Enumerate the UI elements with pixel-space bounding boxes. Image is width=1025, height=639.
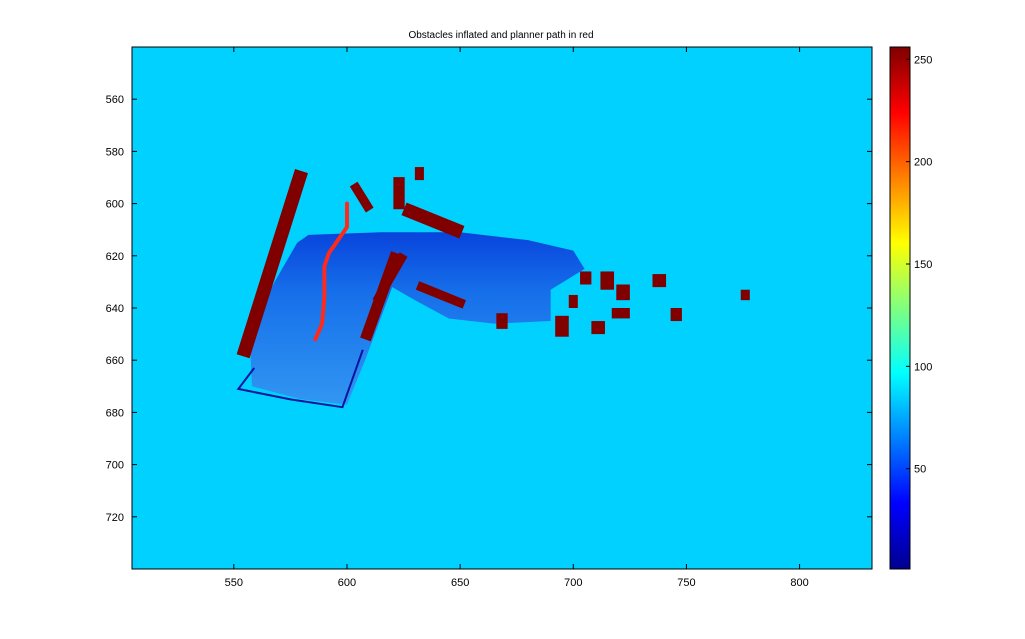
y-tick-label: 660 bbox=[106, 355, 124, 367]
obstacle-block-17 bbox=[670, 308, 682, 322]
obstacle-strip-3 bbox=[415, 281, 467, 309]
y-axis: 560 580 600 620 640 660 680 700 720 bbox=[106, 94, 872, 524]
obstacle-block-18 bbox=[740, 289, 750, 301]
colorbar-tick-label: 250 bbox=[914, 54, 932, 66]
obstacle-block-13 bbox=[616, 284, 630, 301]
colorbar-tick-label: 100 bbox=[914, 361, 932, 373]
planner-path bbox=[313, 201, 349, 342]
colorbar-frame bbox=[889, 46, 911, 570]
obstacle-strip-5 bbox=[401, 202, 465, 239]
colorbar: 50 100 150 200 250 bbox=[889, 46, 932, 570]
x-tick-label: 700 bbox=[564, 577, 582, 589]
colorbar-tick-label: 200 bbox=[914, 157, 932, 169]
scan-outline bbox=[236, 349, 364, 409]
obstacle-strip-2 bbox=[372, 252, 408, 304]
obstacle-block-12 bbox=[600, 271, 615, 290]
colorbar-ticks: 50 100 150 200 250 bbox=[906, 54, 932, 476]
scan-floor-region bbox=[249, 232, 585, 405]
obstacle-block-9 bbox=[555, 315, 569, 337]
obstacle-block-8 bbox=[496, 313, 508, 329]
chart-title: Obstacles inflated and planner path in r… bbox=[408, 30, 593, 41]
y-tick-label: 580 bbox=[106, 146, 124, 158]
y-tick-label: 720 bbox=[106, 512, 124, 524]
y-tick-label: 620 bbox=[106, 251, 124, 263]
obstacle-block-11 bbox=[580, 271, 592, 285]
obstacle-block-15 bbox=[611, 308, 630, 319]
obstacle-block-7 bbox=[414, 167, 424, 181]
x-tick-label: 650 bbox=[451, 577, 469, 589]
plot-area: 550 600 650 700 750 800 560 580 600 620 640 660 680… bbox=[106, 46, 873, 589]
y-tick-label: 600 bbox=[106, 199, 124, 211]
obstacle-strip-6 bbox=[349, 181, 374, 213]
y-tick-label: 680 bbox=[106, 407, 124, 419]
obstacle-block-16 bbox=[652, 274, 667, 288]
x-tick-label: 600 bbox=[338, 577, 356, 589]
x-tick-label: 800 bbox=[790, 577, 808, 589]
x-tick-label: 750 bbox=[677, 577, 695, 589]
x-axis: 550 600 650 700 750 800 bbox=[225, 47, 809, 589]
colorbar-gradient bbox=[890, 47, 910, 569]
obstacle-block-14 bbox=[591, 321, 605, 335]
x-tick-label: 550 bbox=[225, 577, 243, 589]
y-tick-label: 560 bbox=[106, 94, 124, 106]
colorbar-tick-label: 150 bbox=[914, 259, 932, 271]
y-tick-label: 700 bbox=[106, 460, 124, 472]
obstacle-strip-0 bbox=[236, 168, 308, 359]
heatmap-layer bbox=[236, 167, 750, 409]
y-tick-label: 640 bbox=[106, 303, 124, 315]
obstacle-block-10 bbox=[568, 294, 578, 308]
colorbar-tick-label: 50 bbox=[914, 464, 926, 476]
